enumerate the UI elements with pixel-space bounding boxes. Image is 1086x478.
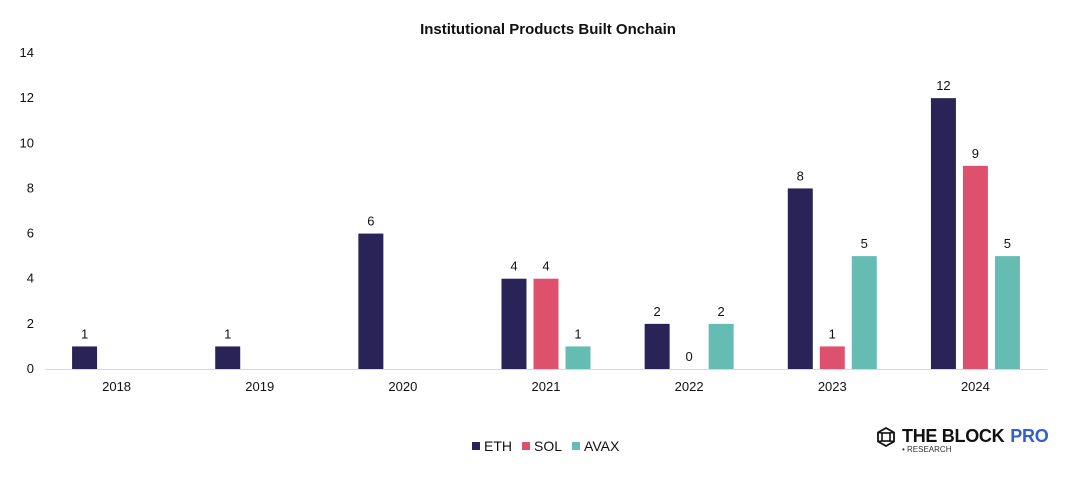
data-label-eth-2021: 4 xyxy=(510,259,517,274)
bars xyxy=(72,98,1020,370)
y-tick-label: 0 xyxy=(27,361,34,376)
bar-avax-2021 xyxy=(565,346,591,369)
y-tick-label: 10 xyxy=(20,135,34,150)
data-label-eth-2018: 1 xyxy=(81,326,88,341)
x-tick-label: 2022 xyxy=(675,379,704,394)
brand-logo: THE BLOCK PRO • RESEARCH xyxy=(876,426,1049,454)
legend-label-eth: ETH xyxy=(484,438,512,454)
data-label-avax-2021: 1 xyxy=(574,326,581,341)
y-axis: 0 2 4 6 8 10 12 14 xyxy=(20,45,34,376)
x-tick-label: 2019 xyxy=(245,379,274,394)
data-label-avax-2022: 2 xyxy=(718,304,725,319)
bar-avax-2022 xyxy=(708,323,734,369)
x-tick-label: 2023 xyxy=(818,379,847,394)
bar-eth-2020 xyxy=(358,233,384,369)
x-axis: 2018 2019 2020 2021 2022 2023 2024 xyxy=(45,369,1047,394)
data-label-avax-2024: 5 xyxy=(1004,236,1011,251)
bar-avax-2024 xyxy=(994,256,1020,369)
legend-item-avax: AVAX xyxy=(572,438,619,454)
bar-eth-2024 xyxy=(930,98,956,370)
x-tick-label: 2021 xyxy=(532,379,561,394)
cube-logo-icon xyxy=(877,426,895,447)
legend-item-sol: SOL xyxy=(522,438,562,454)
y-tick-label: 4 xyxy=(27,271,34,286)
data-label-eth-2020: 6 xyxy=(367,214,374,229)
legend-item-eth: ETH xyxy=(472,438,512,454)
data-label-eth-2019: 1 xyxy=(224,326,231,341)
bar-eth-2023 xyxy=(787,188,813,369)
y-tick-label: 2 xyxy=(27,316,34,331)
x-tick-label: 2024 xyxy=(961,379,990,394)
y-tick-label: 12 xyxy=(20,90,34,105)
bar-eth-2019 xyxy=(215,346,241,369)
legend-label-avax: AVAX xyxy=(584,438,620,454)
bar-eth-2021 xyxy=(501,278,527,369)
chart-title: Institutional Products Built Onchain xyxy=(420,21,676,38)
legend-swatch-avax xyxy=(572,442,581,450)
data-label-sol-2021: 4 xyxy=(542,259,549,274)
data-label-sol-2024: 9 xyxy=(972,146,979,161)
bar-sol-2024 xyxy=(962,165,988,369)
y-tick-label: 6 xyxy=(27,226,34,241)
data-label-avax-2023: 5 xyxy=(861,236,868,251)
legend-label-sol: SOL xyxy=(534,438,563,454)
bar-eth-2022 xyxy=(644,323,670,369)
legend-swatch-eth xyxy=(472,442,480,450)
logo-text: THE BLOCK xyxy=(902,426,1005,446)
legend-swatch-sol xyxy=(522,442,530,450)
data-label-eth-2022: 2 xyxy=(654,304,661,319)
data-label-eth-2023: 8 xyxy=(797,168,804,183)
y-tick-label: 14 xyxy=(20,45,34,60)
data-label-sol-2022: 0 xyxy=(686,349,693,364)
y-tick-label: 8 xyxy=(27,180,34,195)
x-tick-label: 2018 xyxy=(102,379,131,394)
logo-accent: PRO xyxy=(1010,426,1049,446)
bar-sol-2023 xyxy=(819,346,845,369)
bar-sol-2021 xyxy=(533,278,559,369)
legend: ETH SOL AVAX xyxy=(472,438,619,454)
x-tick-label: 2020 xyxy=(388,379,417,394)
data-label-eth-2024: 12 xyxy=(936,78,950,93)
data-label-sol-2023: 1 xyxy=(829,326,836,341)
bar-avax-2023 xyxy=(851,256,877,369)
bar-eth-2018 xyxy=(72,346,98,369)
logo-subtitle: • RESEARCH xyxy=(902,445,952,454)
